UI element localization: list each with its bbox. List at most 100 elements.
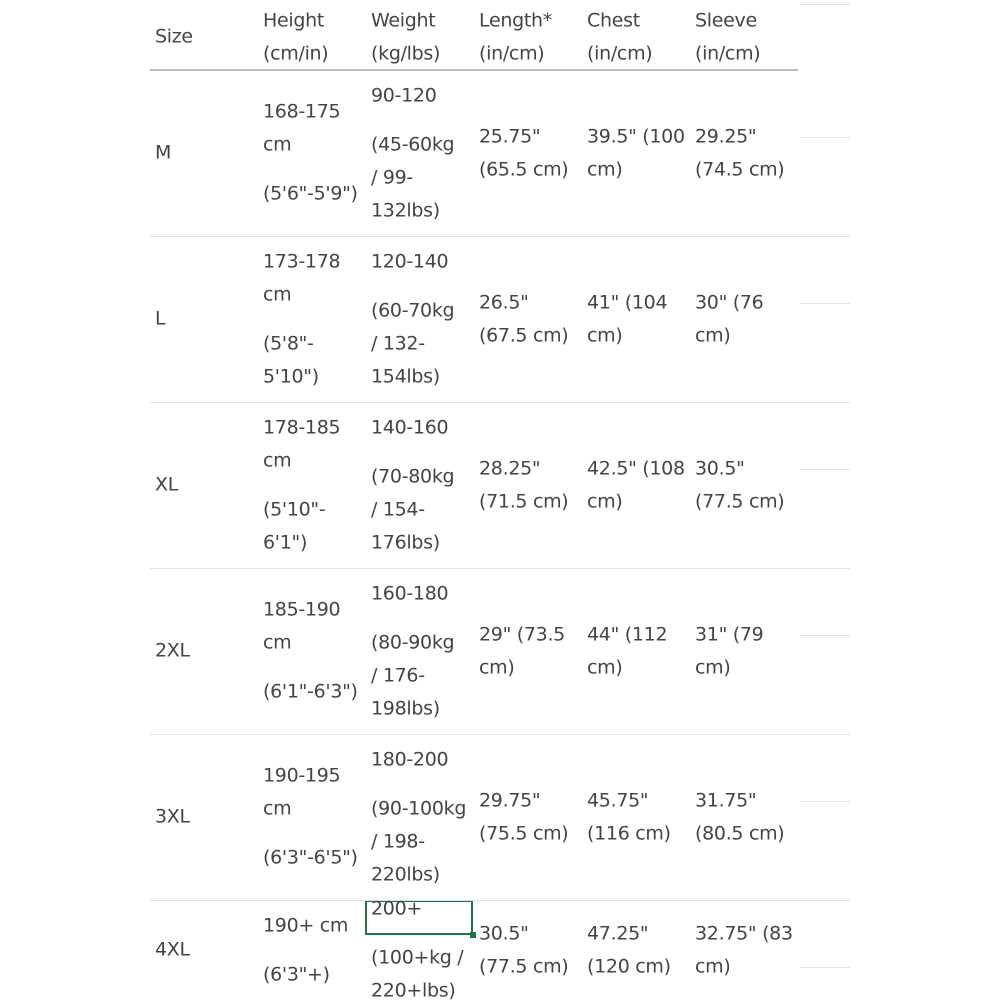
size-label: 2XL (155, 639, 190, 662)
cell-text: 42.5" (108 (587, 457, 685, 479)
cell-text: cm (263, 449, 292, 471)
cell-text: 154lbs) (371, 365, 440, 387)
cell-text: (71.5 cm) (479, 490, 569, 512)
cell-text: 30" (76 (695, 291, 764, 313)
cell-text: 90-120 (371, 84, 437, 106)
header-text: Sleeve (695, 9, 757, 31)
grid-stub (800, 469, 850, 470)
cell-text: cm (263, 631, 292, 654)
cell-text: 120-140 (371, 250, 449, 272)
cell-text: / 154- (371, 498, 425, 520)
cell-text: (67.5 cm) (479, 324, 569, 346)
cell-text: 180-200 (371, 748, 449, 770)
size-label: 3XL (155, 805, 190, 828)
header-text: (kg/lbs) (371, 42, 441, 64)
cell-text: (5'6"-5'9") (263, 182, 358, 205)
cell-text: cm) (695, 955, 731, 977)
grid-stub (800, 137, 850, 138)
cell-text: (80.5 cm) (695, 822, 785, 844)
header-text: Height (263, 9, 325, 31)
cell-text: (120 cm) (587, 955, 671, 977)
cell-text: / 99- (371, 166, 413, 188)
cell-text: cm) (479, 656, 515, 678)
header-rule (150, 69, 798, 71)
cell-text: 47.25" (587, 922, 649, 944)
cell-text: (6'3"-6'5") (263, 846, 358, 869)
cell-text: 220+lbs) (371, 979, 456, 1000)
cell-text: 132lbs) (371, 199, 440, 221)
selected-cell[interactable] (365, 900, 473, 935)
cell-text: 168-175 (263, 100, 341, 123)
cell-text: cm (263, 797, 292, 820)
cell-text: (75.5 cm) (479, 822, 569, 844)
cell-text: (6'3"+) (263, 963, 330, 985)
cell-text: 200+ (371, 897, 422, 920)
cell-text: (77.5 cm) (695, 490, 785, 512)
size-label: XL (155, 473, 179, 496)
cell-text: 198lbs) (371, 697, 440, 719)
cell-text: / 132- (371, 332, 425, 354)
cell-text: (70-80kg (371, 465, 455, 487)
cell-text: (5'8"- (263, 332, 314, 354)
cell-text: 31.75" (695, 789, 757, 811)
cell-text: 29" (73.5 (479, 623, 565, 645)
header-text: Weight (371, 9, 436, 31)
header-text: Length* (479, 9, 552, 31)
cell-text: cm) (695, 324, 731, 346)
cell-text: 28.25" (479, 457, 541, 479)
cell-text: (74.5 cm) (695, 158, 785, 180)
size-label: M (155, 141, 172, 164)
cell-text: cm) (587, 490, 623, 512)
size-label: 4XL (155, 938, 190, 961)
cell-text: (6'1"-6'3") (263, 680, 358, 703)
cell-text: 31" (79 (695, 623, 764, 645)
cell-text: (5'10"- (263, 498, 326, 520)
fill-handle[interactable] (470, 932, 476, 938)
grid-stub (800, 303, 850, 304)
cell-text: 173-178 (263, 250, 341, 272)
size-label: L (155, 307, 166, 330)
row-rule (150, 402, 850, 403)
cell-text: 29.25" (695, 125, 757, 147)
cell-text: 44" (112 (587, 623, 668, 645)
grid-stub (800, 801, 850, 802)
cell-text: cm) (695, 656, 731, 678)
cell-text: 220lbs) (371, 863, 440, 885)
cell-text: cm) (587, 158, 623, 180)
cell-text: 25.75" (479, 125, 541, 147)
cell-text: 140-160 (371, 416, 449, 438)
cell-text: 6'1") (263, 531, 308, 553)
cell-text: 190+ cm (263, 914, 349, 936)
cell-text: 45.75" (587, 789, 649, 811)
header-text: (in/cm) (695, 42, 761, 64)
cell-text: 30.5" (695, 457, 745, 479)
cell-text: (77.5 cm) (479, 955, 569, 977)
row-rule (150, 900, 850, 901)
cell-text: cm (263, 133, 292, 156)
row-rule (150, 568, 850, 569)
cell-text: (100+kg / (371, 946, 464, 969)
cell-text: (80-90kg (371, 631, 455, 653)
header-text: (in/cm) (587, 42, 653, 64)
cell-text: cm (263, 283, 292, 305)
cell-text: 160-180 (371, 582, 449, 604)
cell-text: / 198- (371, 830, 425, 852)
cell-text: (90-100kg (371, 797, 467, 819)
cell-text: 29.75" (479, 789, 541, 811)
cell-text: (65.5 cm) (479, 158, 569, 180)
cell-text: 5'10") (263, 365, 319, 387)
header-text: Size (155, 25, 193, 48)
cell-text: (116 cm) (587, 822, 671, 844)
cell-text: cm) (587, 324, 623, 346)
header-text: Chest (587, 9, 640, 31)
cell-text: 41" (104 (587, 291, 668, 313)
grid-stub (800, 967, 850, 968)
cell-text: 39.5" (100 (587, 125, 685, 147)
cell-text: 185-190 (263, 598, 341, 621)
cell-text: / 176- (371, 664, 425, 686)
cell-text: (60-70kg (371, 299, 455, 321)
header-text: (cm/in) (263, 42, 329, 64)
cell-text: 178-185 (263, 416, 341, 438)
cell-text: cm) (587, 656, 623, 678)
